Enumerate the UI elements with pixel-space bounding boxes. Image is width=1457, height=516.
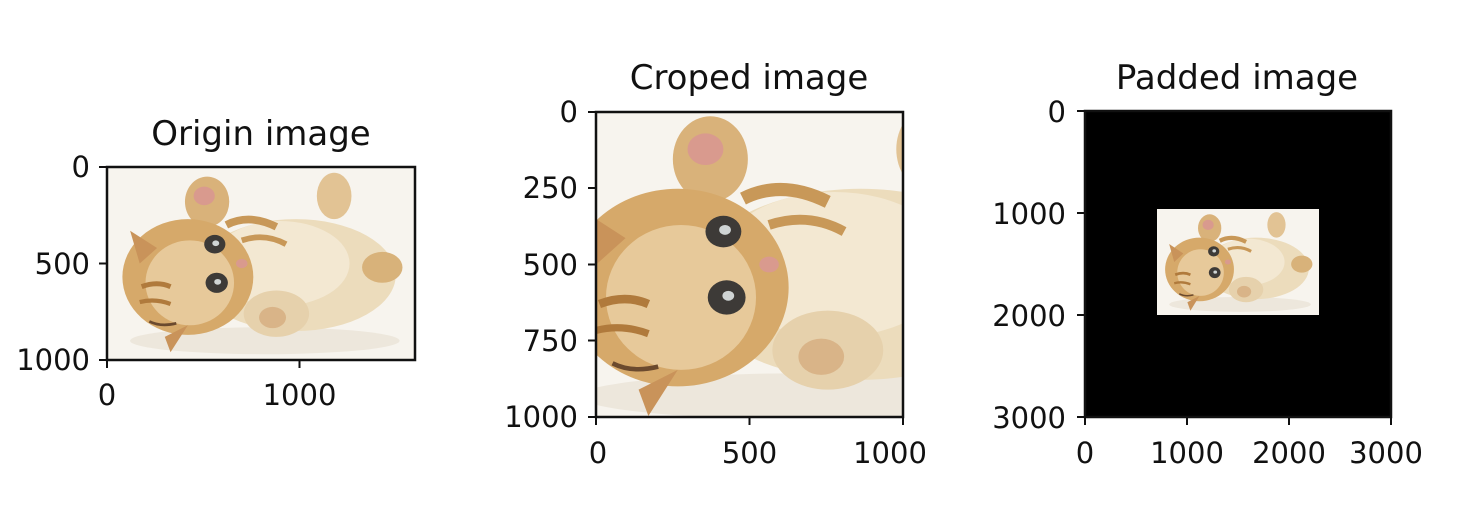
panel-origin: Origin image 0 500 1000 0 1000 — [16, 114, 417, 412]
y-tick-label: 2000 — [992, 299, 1066, 333]
x-tick-label: 0 — [98, 378, 116, 412]
x-tick-label: 0 — [1076, 436, 1094, 470]
x-tick-label: 2000 — [1252, 436, 1326, 470]
x-tick-label: 500 — [722, 436, 777, 470]
y-tick-label: 250 — [523, 171, 578, 205]
x-tick-label: 1000 — [1150, 436, 1224, 470]
axes-frame — [1083, 109, 1393, 419]
y-tick-label: 1000 — [992, 197, 1066, 231]
kitten-image-cropped — [541, 100, 1063, 429]
image-area — [107, 167, 415, 360]
panel-padded: Padded image 0 1000 2000 3000 0 1000 200… — [992, 58, 1423, 470]
y-tick-label: 0 — [72, 150, 90, 184]
y-tick-label: 750 — [523, 324, 578, 358]
y-tick-label: 0 — [1048, 95, 1066, 129]
inner-image — [1157, 209, 1319, 315]
y-tick-label: 3000 — [992, 401, 1066, 435]
kitten-image — [107, 167, 415, 360]
y-tick-label: 1000 — [504, 400, 578, 434]
x-tick-label: 1000 — [263, 378, 337, 412]
x-tick-label: 3000 — [1349, 436, 1423, 470]
panel-title: Origin image — [151, 114, 370, 154]
y-tick-label: 0 — [560, 95, 578, 129]
panel-title: Padded image — [1116, 58, 1358, 98]
x-tick-label: 0 — [589, 436, 607, 470]
y-tick-label: 500 — [523, 248, 578, 282]
image-area — [541, 100, 1063, 429]
y-tick-label: 500 — [35, 247, 90, 281]
kitten-image-padded — [1157, 209, 1319, 315]
panel-title: Croped image — [630, 58, 869, 98]
x-tick-label: 1000 — [853, 436, 927, 470]
panel-cropped: Croped image 0 250 500 750 1000 0 500 10… — [504, 58, 1063, 470]
y-tick-label: 1000 — [16, 343, 90, 377]
